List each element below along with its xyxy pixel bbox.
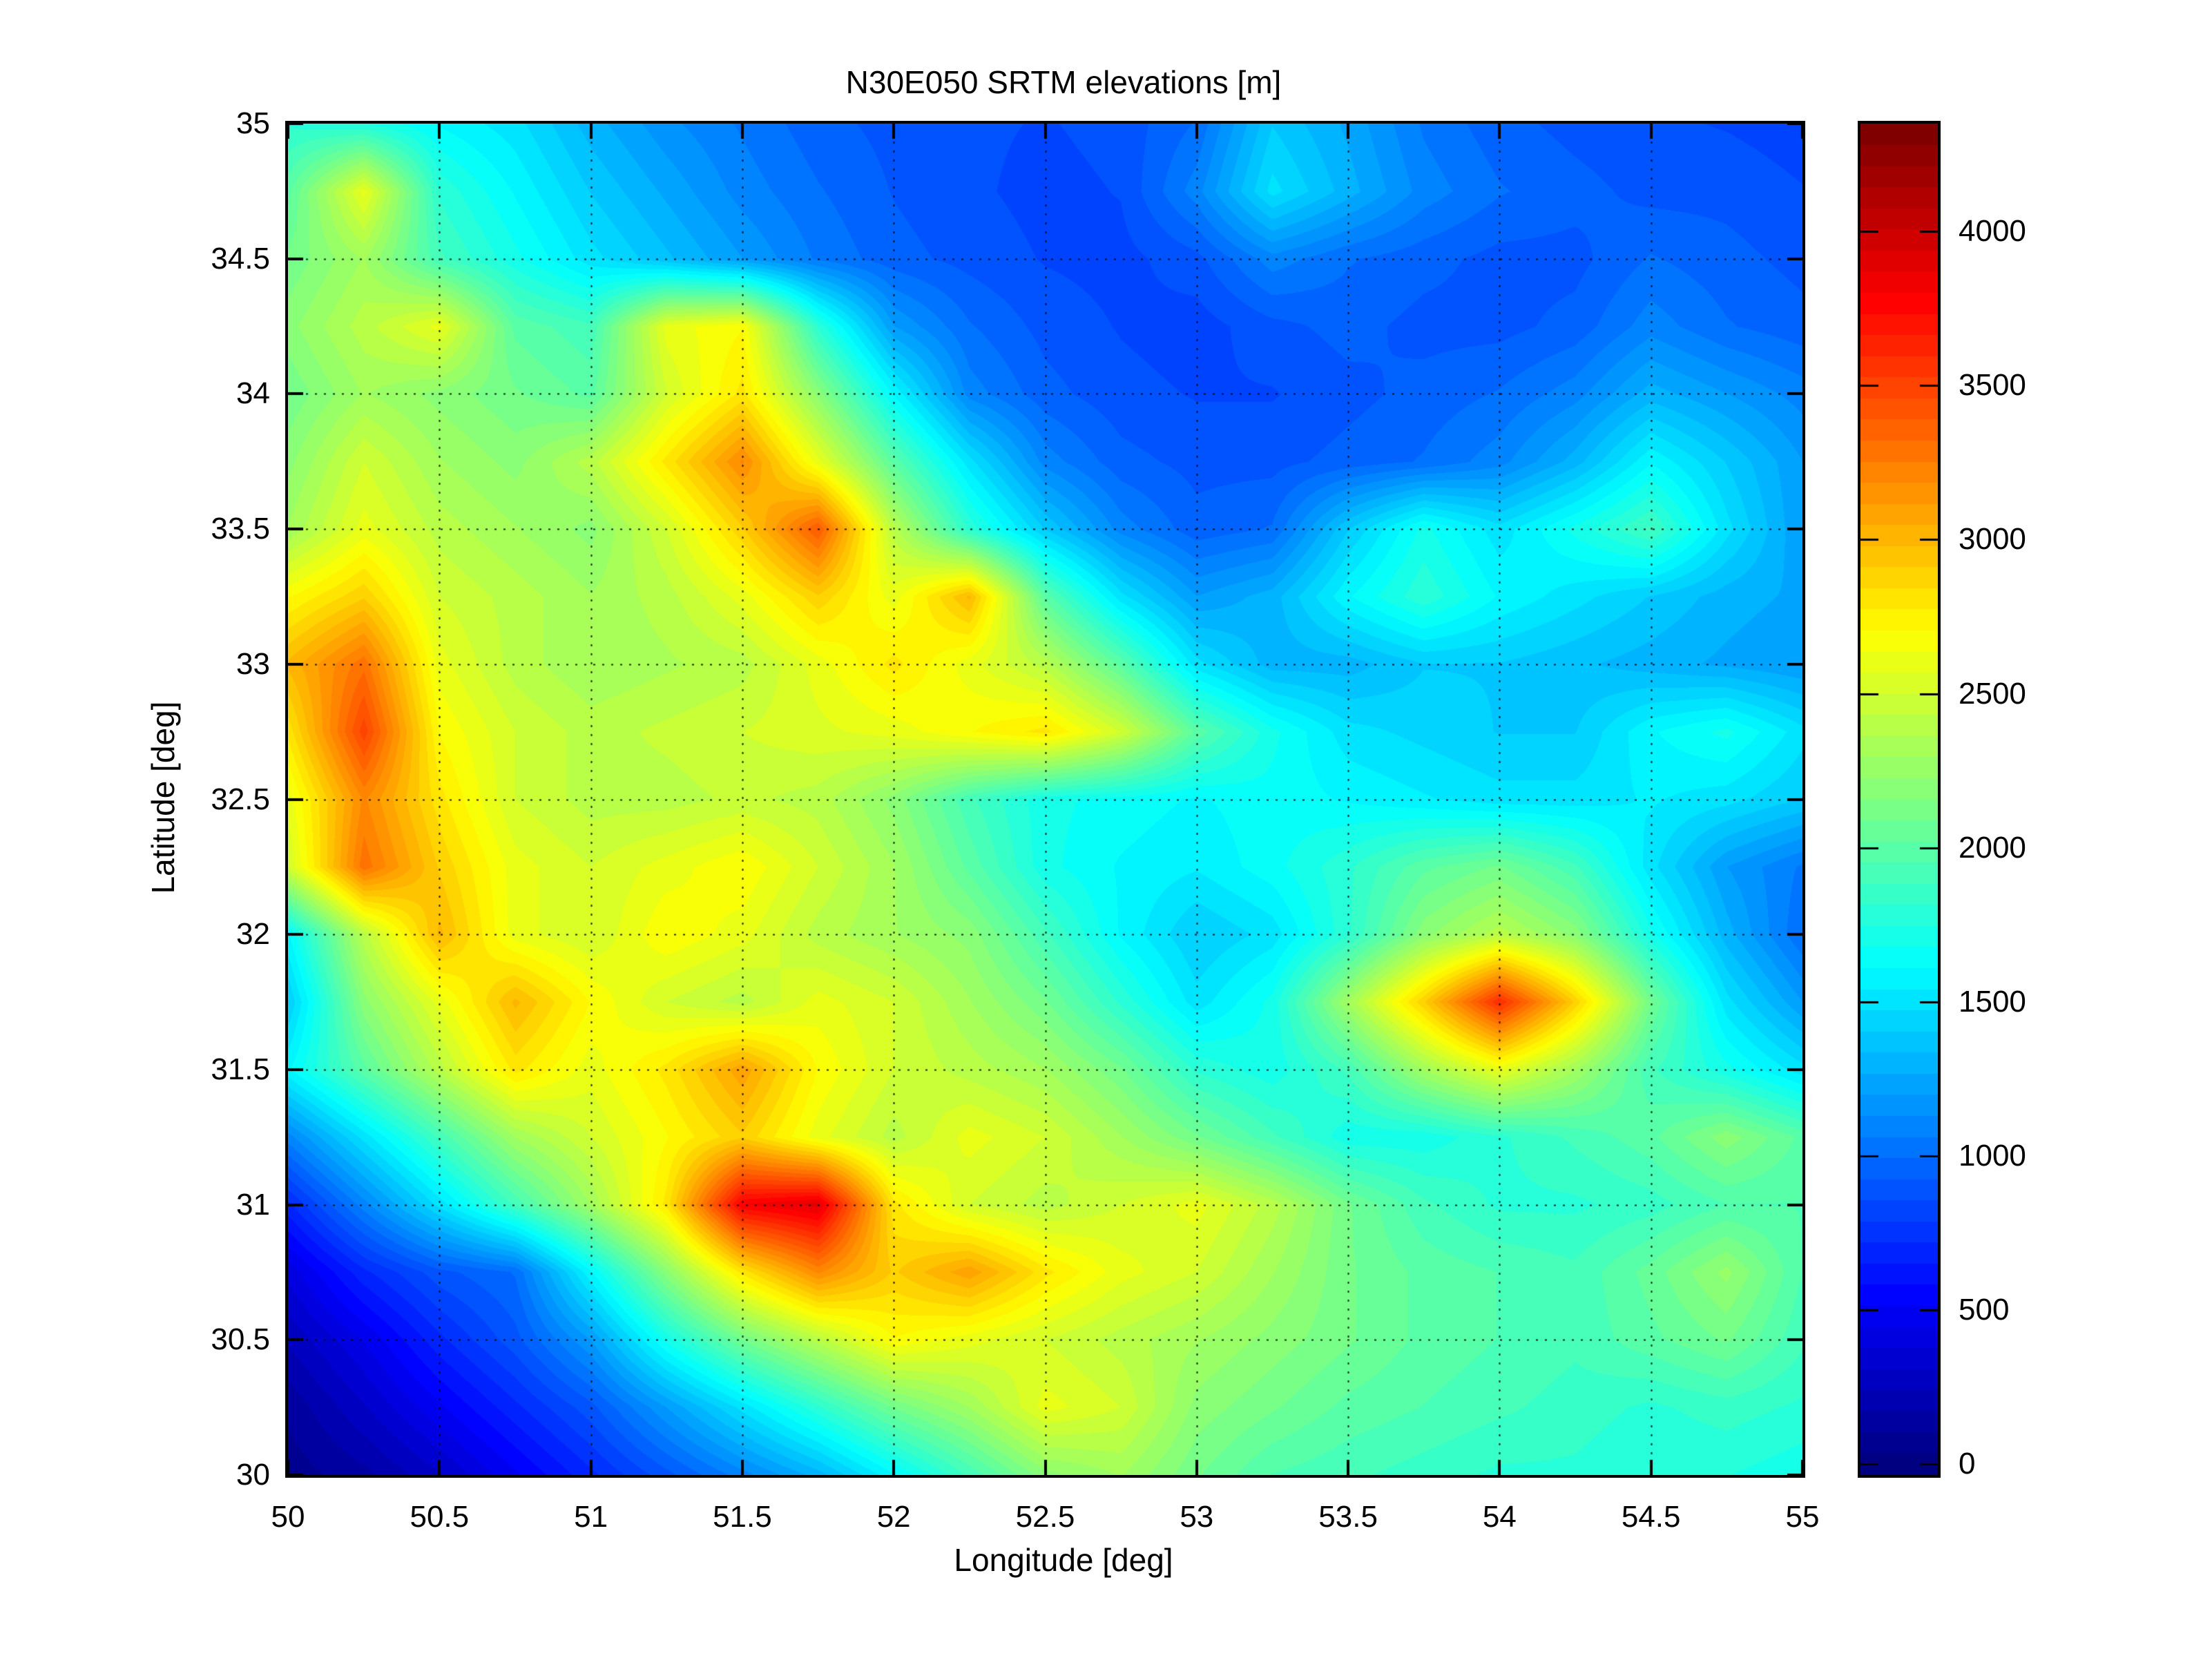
x-tick-label: 55 [1785, 1500, 1820, 1534]
colorbar-gradient [1860, 124, 1938, 1475]
x-tick-label: 51.5 [713, 1500, 772, 1534]
y-tick-label: 33 [236, 646, 270, 681]
x-axis-label: Longitude [deg] [954, 1542, 1173, 1578]
colorbar-tick-label: 1500 [1959, 984, 2026, 1019]
gridlines-and-ticks [288, 124, 1802, 1475]
colorbar-tick-label: 500 [1959, 1293, 2010, 1327]
y-tick-label: 32.5 [211, 782, 270, 816]
x-tick-label: 53.5 [1318, 1500, 1378, 1534]
y-tick-label: 31 [236, 1187, 270, 1222]
chart-title: N30E050 SRTM elevations [m] [845, 64, 1282, 100]
x-tick-label: 50 [271, 1500, 305, 1534]
y-tick-label: 34 [236, 376, 270, 411]
y-tick-label: 31.5 [211, 1052, 270, 1086]
y-tick-label: 32 [236, 917, 270, 952]
colorbar-tick-label: 2000 [1959, 830, 2026, 865]
x-tick-label: 52.5 [1015, 1500, 1075, 1534]
y-tick-label: 35 [236, 106, 270, 140]
colorbar-tick-label: 0 [1959, 1447, 1976, 1481]
x-tick-label: 52 [876, 1500, 911, 1534]
y-tick-label: 33.5 [211, 512, 270, 546]
y-tick-label: 30 [236, 1458, 270, 1492]
x-tick-label: 51 [574, 1500, 608, 1534]
colorbar [1858, 121, 1941, 1478]
x-tick-label: 53 [1180, 1500, 1214, 1534]
colorbar-tick-label: 3500 [1959, 368, 2026, 403]
colorbar-tick-label: 1000 [1959, 1139, 2026, 1173]
y-tick-label: 34.5 [211, 241, 270, 276]
x-tick-label: 54 [1482, 1500, 1517, 1534]
colorbar-tick-label: 3000 [1959, 522, 2026, 557]
plot-area [285, 121, 1805, 1478]
x-tick-label: 54.5 [1621, 1500, 1681, 1534]
x-tick-label: 50.5 [410, 1500, 470, 1534]
y-tick-label: 30.5 [211, 1322, 270, 1357]
colorbar-tick-label: 4000 [1959, 214, 2026, 249]
colorbar-tick-label: 2500 [1959, 676, 2026, 711]
y-axis-label: Latitude [deg] [145, 701, 181, 894]
